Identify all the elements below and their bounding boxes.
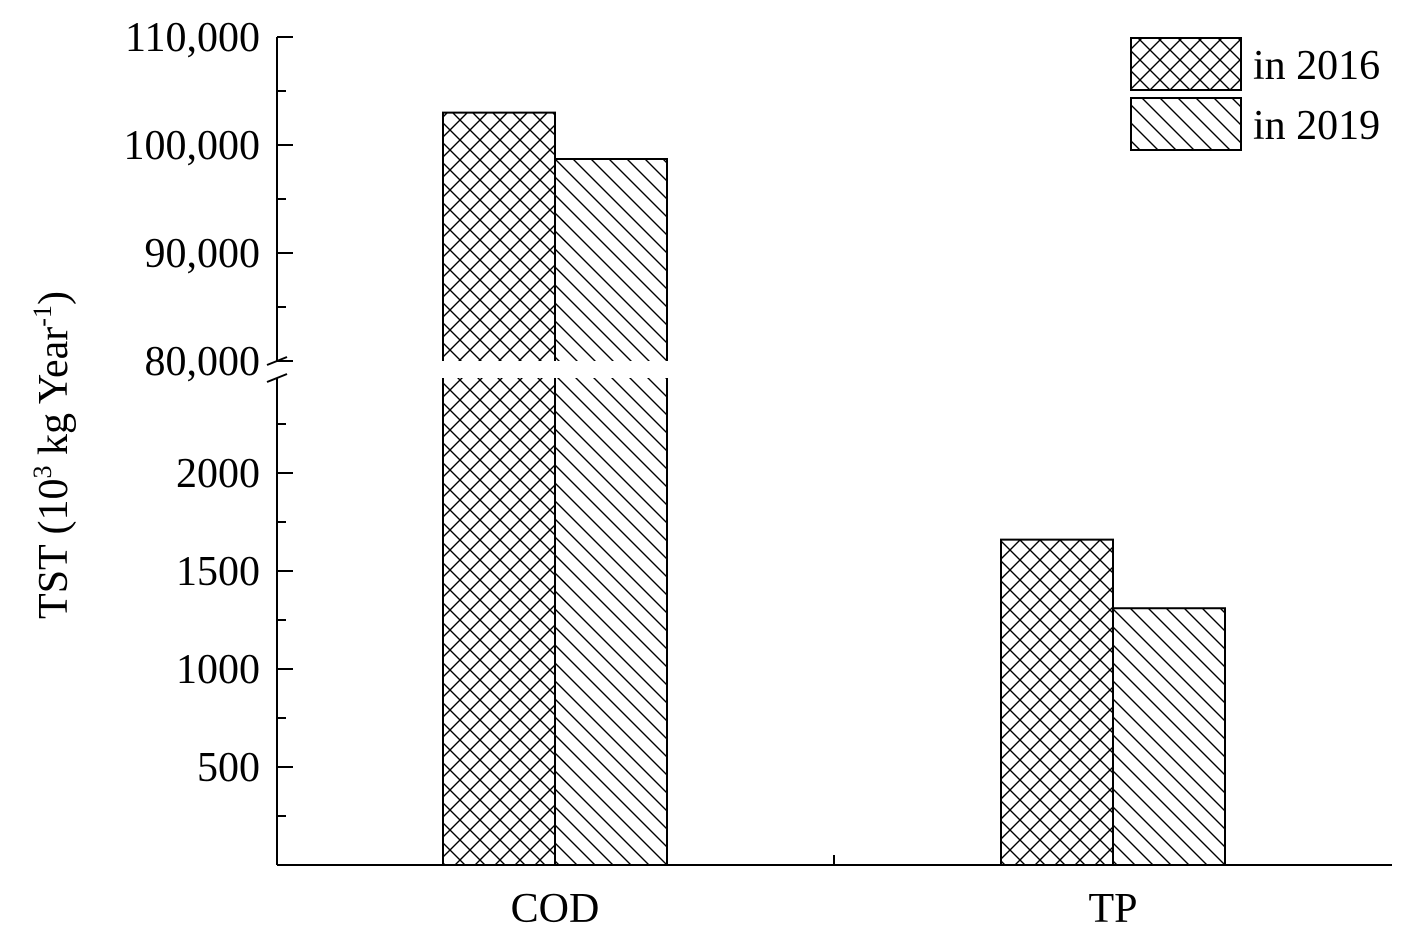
bar-cod-in-2016 xyxy=(442,111,556,865)
y-title-exponent-2: -1 xyxy=(28,305,57,327)
y-title-mid: kg Year xyxy=(31,327,77,466)
bar-cod-in-2016-lower xyxy=(443,378,555,865)
y-axis-title: TST (103 kg Year-1) xyxy=(28,291,77,619)
y-tick-label: 1000 xyxy=(176,647,260,693)
bar-cod-in-2016-upper xyxy=(443,112,555,361)
legend-swatch-2016 xyxy=(1130,37,1242,91)
axis-break-band xyxy=(270,361,700,378)
y-tick-label: 110,000 xyxy=(125,15,260,61)
y-tick-label: 500 xyxy=(197,745,260,791)
y-tick-label: 90,000 xyxy=(145,231,261,277)
y-tick-label: 2000 xyxy=(176,451,260,497)
tick-labels-group: 80,000 90,000 100,000 110,000 500 1000 1500 200… xyxy=(124,15,1138,932)
x-tick-label-tp: TP xyxy=(1088,886,1137,932)
x-tick-label-cod: COD xyxy=(511,886,600,932)
legend-label-2016: in 2016 xyxy=(1253,43,1380,89)
legend-swatch-2019 xyxy=(1130,97,1242,151)
axes-group xyxy=(266,36,1392,866)
bar-tp-in-2016 xyxy=(1000,538,1114,866)
bar-cod-in-2019-lower-outline xyxy=(554,378,668,865)
legend-label-2019: in 2019 xyxy=(1253,103,1380,149)
bar-cod-in-2019-upper-outline xyxy=(554,158,668,361)
axis-break-mark-bottom xyxy=(266,373,288,383)
y-tick-label: 100,000 xyxy=(124,123,261,169)
bar-cod-in-2019-upper xyxy=(555,159,667,361)
legend: in 2016 in 2019 xyxy=(1130,37,1380,151)
y-tick-label: 80,000 xyxy=(145,339,261,385)
y-tick-label: 1500 xyxy=(176,549,260,595)
bar-cod-in-2019-lower xyxy=(555,378,667,865)
bar-cod-in-2019 xyxy=(554,158,668,865)
y-title-prefix: TST (10 xyxy=(31,479,77,619)
y-title-suffix: ) xyxy=(31,291,77,305)
y-title-exponent-1: 3 xyxy=(28,466,57,479)
bars-group xyxy=(270,111,1226,866)
bar-tp-in-2019 xyxy=(1112,607,1226,866)
